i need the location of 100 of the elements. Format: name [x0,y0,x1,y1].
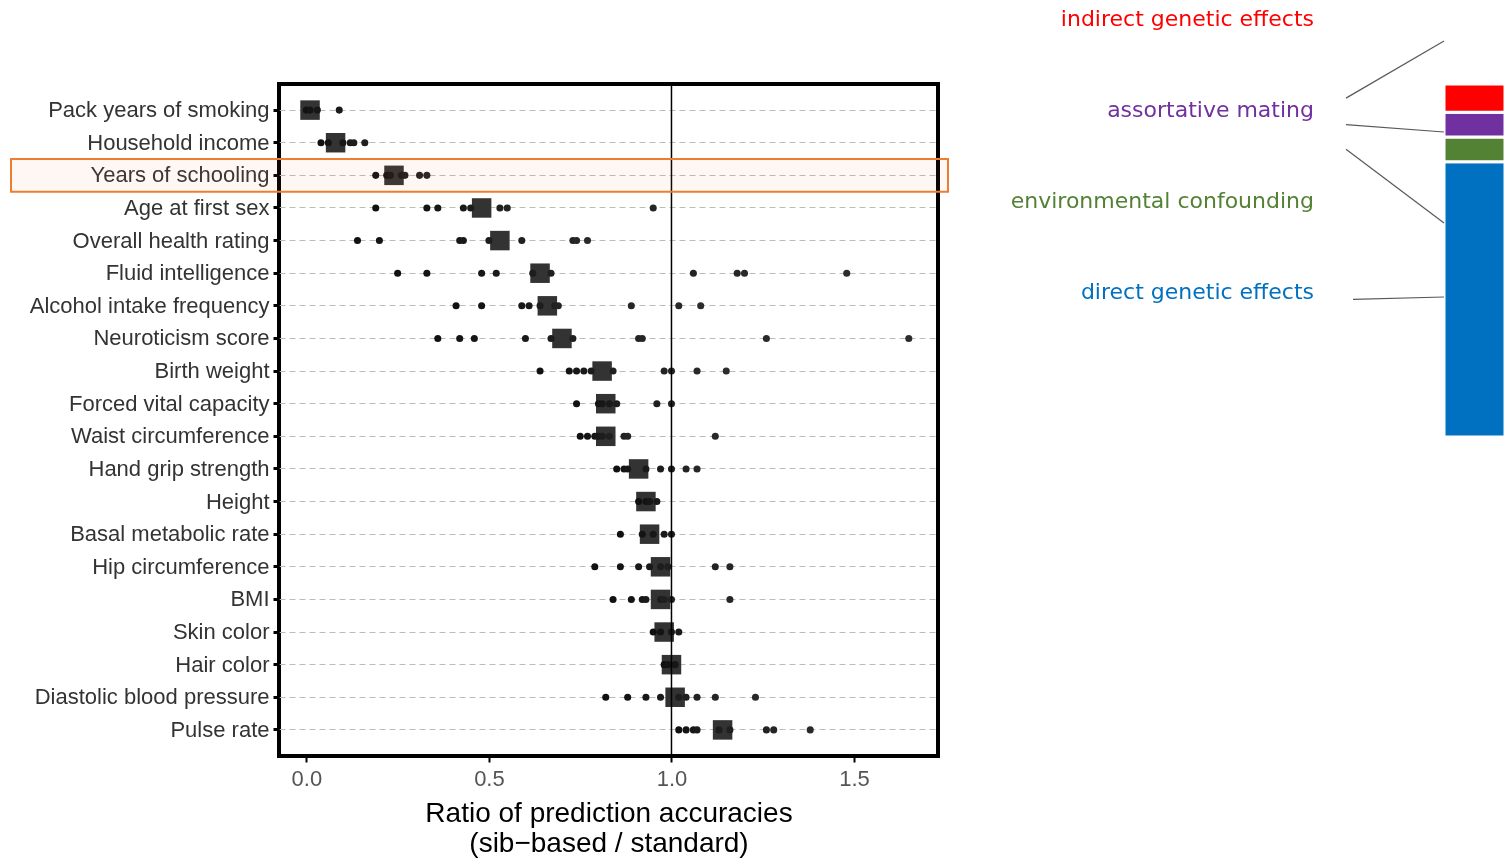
point [580,367,588,375]
x-tick-label: 1.5 [839,765,870,791]
point [459,204,467,212]
point [675,726,683,734]
point [375,237,383,245]
point [642,465,650,473]
point [656,465,665,473]
point [536,367,544,375]
point [573,367,581,375]
point [525,302,533,310]
point [452,302,460,310]
y-tick-label: Height [205,488,270,514]
point [711,563,719,571]
point [434,204,442,212]
point [583,432,592,440]
point [664,563,672,571]
point [313,106,321,114]
y-tick-label: Skin color [172,619,270,645]
point [591,563,599,571]
point [682,465,690,473]
point [503,204,511,212]
point [649,204,657,212]
point [547,334,555,342]
point [592,361,612,381]
point [569,334,577,342]
point [372,204,380,212]
point [905,334,913,342]
text: environmental confounding [1010,188,1314,213]
point [762,334,770,342]
point [552,328,572,349]
point [609,595,617,603]
point [806,726,814,734]
point [635,498,643,506]
point [751,693,759,701]
point [423,204,431,212]
point [521,334,529,342]
y-tick-label: Fluid intelligence [105,260,270,286]
x-axis-title: Ratio of prediction accuracies (sib−based / standard) [425,796,793,858]
point [576,432,584,440]
point [573,237,581,245]
y-tick-label: Forced vital capacity [68,390,270,416]
point [456,334,464,342]
text: assortative mating [1107,97,1314,122]
point [478,302,486,310]
point [653,400,661,408]
point [609,367,617,375]
point [490,230,510,251]
point [613,400,621,408]
point [649,628,657,636]
point [697,302,705,310]
point [689,269,697,277]
y-tick-label: Waist circumference [71,423,270,449]
point [627,302,635,310]
point [423,171,431,179]
point [726,595,734,603]
point [660,367,668,375]
point [470,334,478,342]
point [682,693,690,701]
point [416,171,424,179]
point [616,563,624,571]
point [547,269,555,277]
point [675,302,683,310]
point [339,139,347,147]
point [518,237,526,245]
y-tick-label: Neuroticism score [93,325,270,351]
point [693,465,701,473]
y-tick-label: Household income [87,129,270,155]
y-tick-label: Hair color [175,651,270,677]
point [423,269,431,277]
point [467,204,475,212]
point [624,465,632,473]
y-tick-label: Basal metabolic rate [70,521,270,547]
point [726,563,734,571]
y-tick-label: Birth weight [154,358,270,384]
point [602,693,610,701]
point [733,269,741,277]
point [624,432,632,440]
point [635,563,643,571]
point [638,530,646,538]
point [583,237,592,245]
point [536,302,544,310]
point [682,726,690,734]
y-tick-label: Pack years of smoking [48,97,270,123]
point [565,367,573,375]
point [353,237,362,245]
point [394,269,402,277]
point [653,498,661,506]
point [711,432,719,440]
point [740,269,749,277]
point [529,269,537,277]
point [613,465,621,473]
point [656,693,665,701]
x-tick-label: 1.0 [656,765,688,791]
point [518,302,526,310]
y-tick-label: Age at first sex [123,194,270,220]
point [485,237,493,245]
point [361,139,369,147]
point [478,269,486,277]
point [616,530,624,538]
x-tick-label: 0.5 [474,765,505,791]
